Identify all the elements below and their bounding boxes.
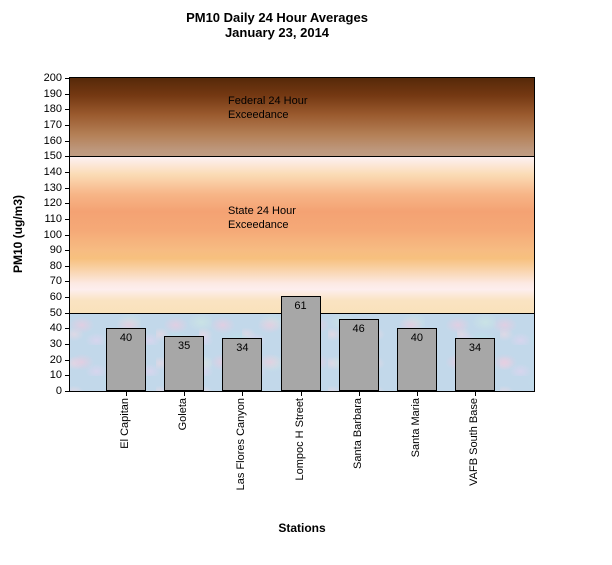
- bar: 40: [106, 328, 146, 391]
- x-axis-title: Stations: [278, 521, 326, 535]
- y-tick-mark: [65, 171, 69, 173]
- y-tick-label: 150: [43, 150, 62, 163]
- y-tick-mark: [65, 156, 69, 158]
- y-tick-mark: [65, 265, 69, 267]
- y-tick-mark: [65, 281, 69, 283]
- bar-value-label: 40: [119, 332, 133, 344]
- y-tick-mark: [65, 78, 69, 79]
- bar-value-label: 34: [468, 342, 482, 354]
- y-tick-label: 60: [49, 291, 62, 304]
- y-tick-mark: [65, 203, 69, 205]
- y-tick-mark: [65, 234, 69, 236]
- federal-exceedance-zone: [70, 78, 534, 157]
- y-tick-mark: [65, 328, 69, 330]
- x-category-label: VAFB South Base: [468, 398, 481, 486]
- y-tick-label: 160: [43, 134, 62, 147]
- bar: 61: [280, 296, 321, 391]
- bar: 40: [396, 328, 437, 391]
- x-tick-mark: [242, 392, 244, 396]
- plot-area: Federal 24 Hour Exceedance State 24 Hour…: [69, 77, 535, 392]
- state-exceedance-zone: [70, 157, 534, 313]
- x-axis-labels: El Capitan Goleta Las Flores Canyon Lompoc …: [70, 398, 534, 518]
- chart-title: PM10 Daily 24 Hour Averages January 23, …: [0, 10, 554, 40]
- x-tick-mark: [358, 392, 360, 396]
- y-tick-label: 0: [55, 385, 62, 397]
- y-tick-mark: [65, 359, 69, 361]
- x-axis-ticks: [70, 392, 534, 396]
- y-tick-label: 70: [49, 275, 62, 288]
- bar: 34: [455, 338, 496, 391]
- y-tick-label: 80: [49, 259, 62, 272]
- x-tick-mark: [300, 392, 302, 396]
- y-tick-mark: [65, 218, 69, 220]
- x-category-label: Goleta: [177, 398, 190, 431]
- y-tick-label: 110: [44, 212, 62, 225]
- y-tick-label: 200: [43, 72, 62, 84]
- bar-value-label: 35: [178, 340, 191, 352]
- bar-value-label: 46: [352, 323, 365, 335]
- y-tick-mark: [65, 375, 69, 377]
- y-tick-label: 180: [43, 103, 62, 116]
- y-tick-mark: [65, 344, 69, 346]
- y-tick-label: 50: [49, 306, 62, 319]
- y-tick-mark: [65, 312, 69, 314]
- y-tick-mark: [65, 187, 69, 189]
- bar: 35: [164, 336, 205, 391]
- y-tick-label: 90: [49, 244, 62, 257]
- x-tick-mark: [184, 392, 186, 396]
- y-tick-mark: [65, 124, 69, 126]
- y-tick-mark: [65, 109, 69, 111]
- x-category-label: El Capitan: [119, 398, 131, 449]
- y-tick-label: 120: [43, 197, 62, 210]
- bar-value-label: 40: [410, 332, 423, 344]
- y-tick-label: 100: [43, 228, 62, 241]
- chart-title-line1: PM10 Daily 24 Hour Averages: [186, 10, 368, 25]
- y-tick-mark: [65, 140, 69, 142]
- bar-value-label: 34: [236, 342, 249, 354]
- state-zone-label: State 24 Hour Exceedance: [228, 205, 296, 231]
- y-tick-label: 10: [49, 369, 62, 382]
- federal-zone-label: Federal 24 Hour Exceedance: [228, 95, 308, 121]
- bar: 34: [222, 338, 263, 391]
- y-tick-label: 170: [43, 118, 62, 131]
- y-tick-label: 140: [43, 165, 62, 178]
- x-category-label: Las Flores Canyon: [235, 398, 248, 491]
- x-category-label: Santa Maria: [409, 398, 422, 458]
- y-tick-label: 130: [43, 181, 62, 194]
- bars-layer: 40 35 34 61 46 40 34: [70, 78, 534, 391]
- y-tick-mark: [65, 93, 69, 95]
- y-tick-label: 40: [49, 322, 62, 335]
- bar-value-label: 61: [294, 300, 307, 312]
- y-tick-label: 190: [43, 87, 62, 100]
- x-tick-mark: [416, 392, 418, 396]
- x-tick-mark: [475, 392, 477, 396]
- x-category-label: Santa Barbara: [351, 398, 364, 469]
- chart-title-line2: January 23, 2014: [224, 25, 330, 40]
- y-tick-mark: [65, 391, 69, 392]
- y-tick-mark: [65, 297, 69, 299]
- x-category-label: Lompoc H Street: [293, 398, 306, 481]
- y-tick-mark: [65, 250, 69, 252]
- y-tick-label: 20: [49, 353, 62, 366]
- bar: 46: [338, 319, 379, 391]
- y-tick-label: 30: [49, 338, 62, 351]
- x-tick-mark: [126, 392, 127, 396]
- y-axis: 0 10 20 30 40 50 60 70 80 90 100 110 120 130 140 150 160…: [0, 72, 69, 397]
